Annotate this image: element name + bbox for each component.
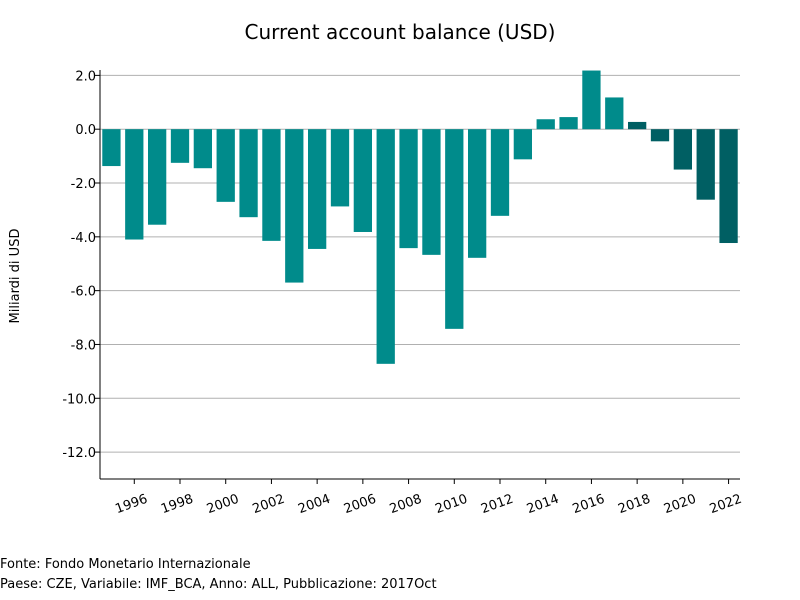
bar-2011	[468, 129, 487, 258]
bar-2010	[445, 129, 464, 329]
y-tick-label: -8.0	[71, 338, 96, 353]
x-tick-label: 2022	[708, 492, 744, 517]
x-tick-label: 2006	[342, 492, 378, 517]
bar-2013	[513, 129, 532, 160]
y-axis-label: Miliardi di USD	[8, 229, 23, 324]
source-note: Fonte: Fondo Monetario Internazionale	[0, 557, 251, 572]
bar-2019	[650, 129, 670, 142]
x-tick-label: 2016	[571, 492, 607, 517]
bar-2020	[673, 129, 692, 170]
bar-2004	[308, 129, 327, 249]
bar-2012	[490, 129, 510, 216]
bar-2014	[536, 119, 555, 130]
bar-2017	[605, 97, 624, 130]
series-details-note: Paese: CZE, Variabile: IMF_BCA, Anno: AL…	[0, 577, 437, 592]
x-tick-label: 2018	[616, 492, 652, 517]
x-tick-label: 2012	[479, 492, 515, 517]
bar-2009	[422, 129, 441, 255]
bar-1995	[102, 129, 121, 167]
x-tick-label: 1996	[113, 492, 149, 517]
y-tick-label: -6.0	[71, 285, 96, 300]
x-ticks: 1996 1998 2000 2002 2004 2006 2008 2010 2012 2014…	[113, 479, 744, 517]
x-tick-label: 2020	[662, 492, 698, 517]
bar-2007	[376, 129, 395, 364]
bar-2002	[262, 129, 281, 241]
bar-2000	[216, 129, 235, 202]
bar-2006	[353, 129, 372, 232]
y-tick-label: 0.0	[75, 123, 96, 138]
x-tick-label: 2008	[388, 492, 424, 517]
bar-2005	[330, 129, 350, 207]
y-tick-label: 2.0	[75, 69, 96, 84]
bar-2016	[582, 70, 601, 130]
bar-2003	[285, 129, 304, 283]
x-tick-label: 1998	[159, 492, 195, 517]
bar-1996	[125, 129, 144, 240]
x-tick-label: 2000	[205, 492, 241, 517]
chart-title: Current account balance (USD)	[245, 20, 556, 44]
bar-2018	[628, 121, 647, 130]
y-tick-label: -10.0	[62, 392, 96, 407]
y-ticks: 2.0 0.0 -2.0 -4.0 -6.0 -8.0 -10.0 -12.0	[62, 69, 100, 461]
bar-1998	[170, 129, 190, 163]
bar-1999	[193, 129, 212, 169]
bar-2001	[239, 129, 258, 218]
bar-2015	[559, 117, 578, 130]
bars	[102, 70, 738, 364]
y-tick-label: -12.0	[62, 446, 96, 461]
x-tick-label: 2004	[296, 492, 332, 517]
axes	[99, 70, 740, 480]
y-tick-label: -2.0	[71, 177, 96, 192]
bar-2022	[719, 129, 738, 244]
x-tick-label: 2014	[525, 492, 561, 517]
y-tick-label: -4.0	[71, 231, 96, 246]
bar-1997	[148, 129, 167, 225]
x-tick-label: 2010	[433, 492, 469, 517]
x-tick-label: 2002	[251, 492, 287, 517]
bar-2008	[399, 129, 418, 249]
bar-2021	[696, 129, 715, 200]
